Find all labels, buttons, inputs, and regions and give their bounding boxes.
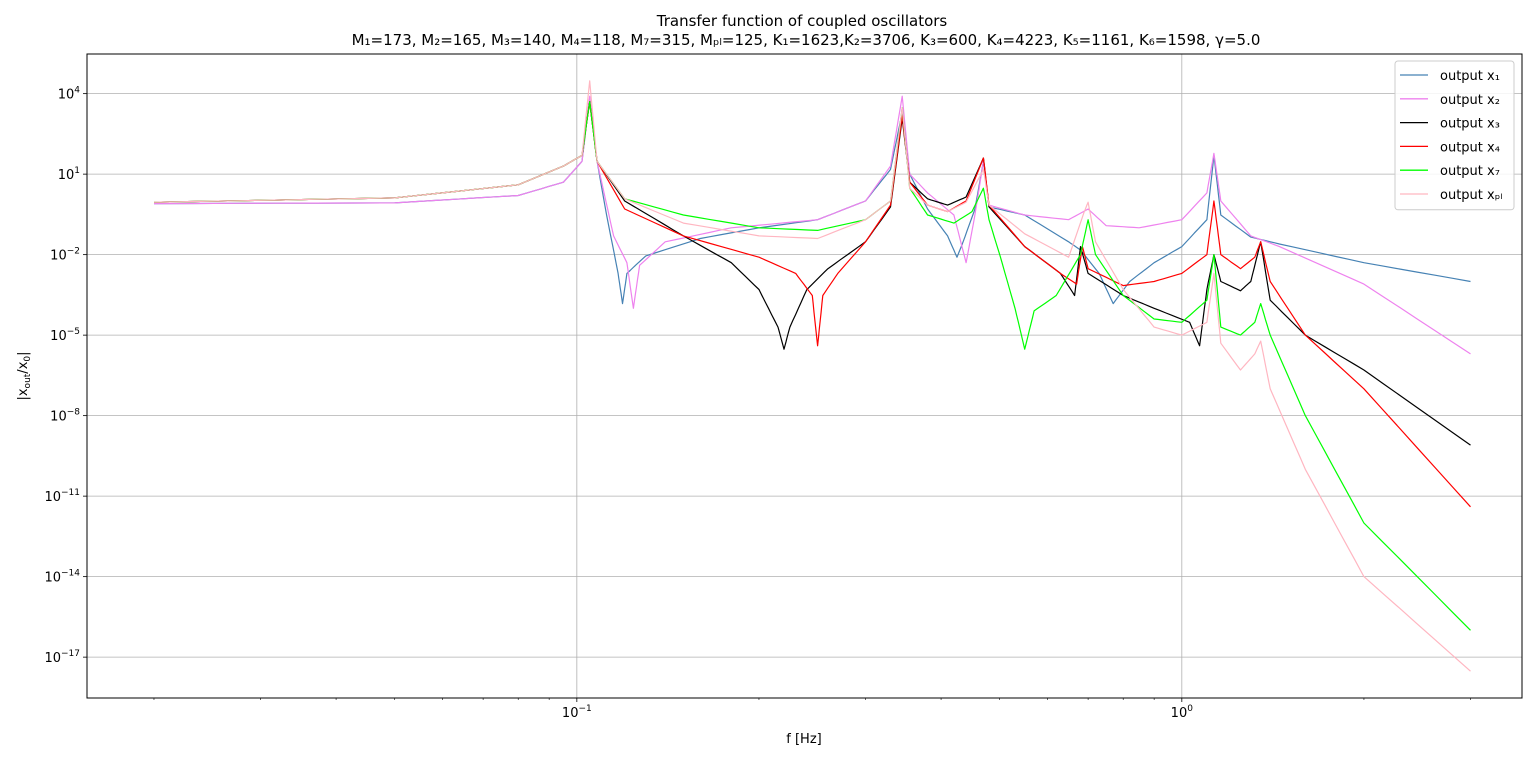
y-tick-exponent: −11 (61, 488, 80, 498)
y-tick-exponent: 4 (74, 86, 80, 96)
y-label-sub-0: 0 (23, 356, 33, 362)
legend-label: output x₃ (1440, 117, 1500, 132)
legend-label: output x₇ (1440, 164, 1500, 179)
gridlines (87, 54, 1522, 698)
series-line-1 (153, 97, 1471, 305)
y-tick-exponent: 1 (74, 166, 80, 176)
x-tick-exponent: −1 (578, 704, 591, 714)
series-line-6 (153, 80, 1471, 672)
legend-label: output xₚₗ (1440, 188, 1502, 203)
legend: output x₁ output x₂ output x₃ output x₄ outp… (1394, 60, 1515, 211)
plot-frame (86, 53, 1523, 699)
y-tick-exponent: −17 (61, 649, 80, 659)
chart-title: Transfer function of coupled oscillators (656, 12, 948, 30)
y-label-slash: /x (16, 361, 31, 373)
y-tick-exponent: −8 (67, 408, 81, 418)
x-axis-label: f [Hz] (786, 732, 821, 747)
y-label-bar: | (16, 351, 31, 355)
y-tick-exponent: −5 (67, 327, 80, 337)
legend-label: output x₁ (1440, 69, 1500, 84)
y-label-sub-out: out (23, 373, 33, 388)
y-tick-exponent: −2 (67, 247, 80, 257)
legend-label: output x₂ (1440, 93, 1500, 108)
series-line-3 (153, 101, 1471, 446)
legend-label: output x₄ (1440, 140, 1500, 155)
chart-subtitle: M₁=173, M₂=165, M₃=140, M₄=118, M₇=315, … (352, 31, 1261, 49)
y-tick-exponent: −14 (61, 569, 80, 579)
x-tick-exponent: 0 (1187, 704, 1193, 714)
series-lines (153, 80, 1471, 672)
